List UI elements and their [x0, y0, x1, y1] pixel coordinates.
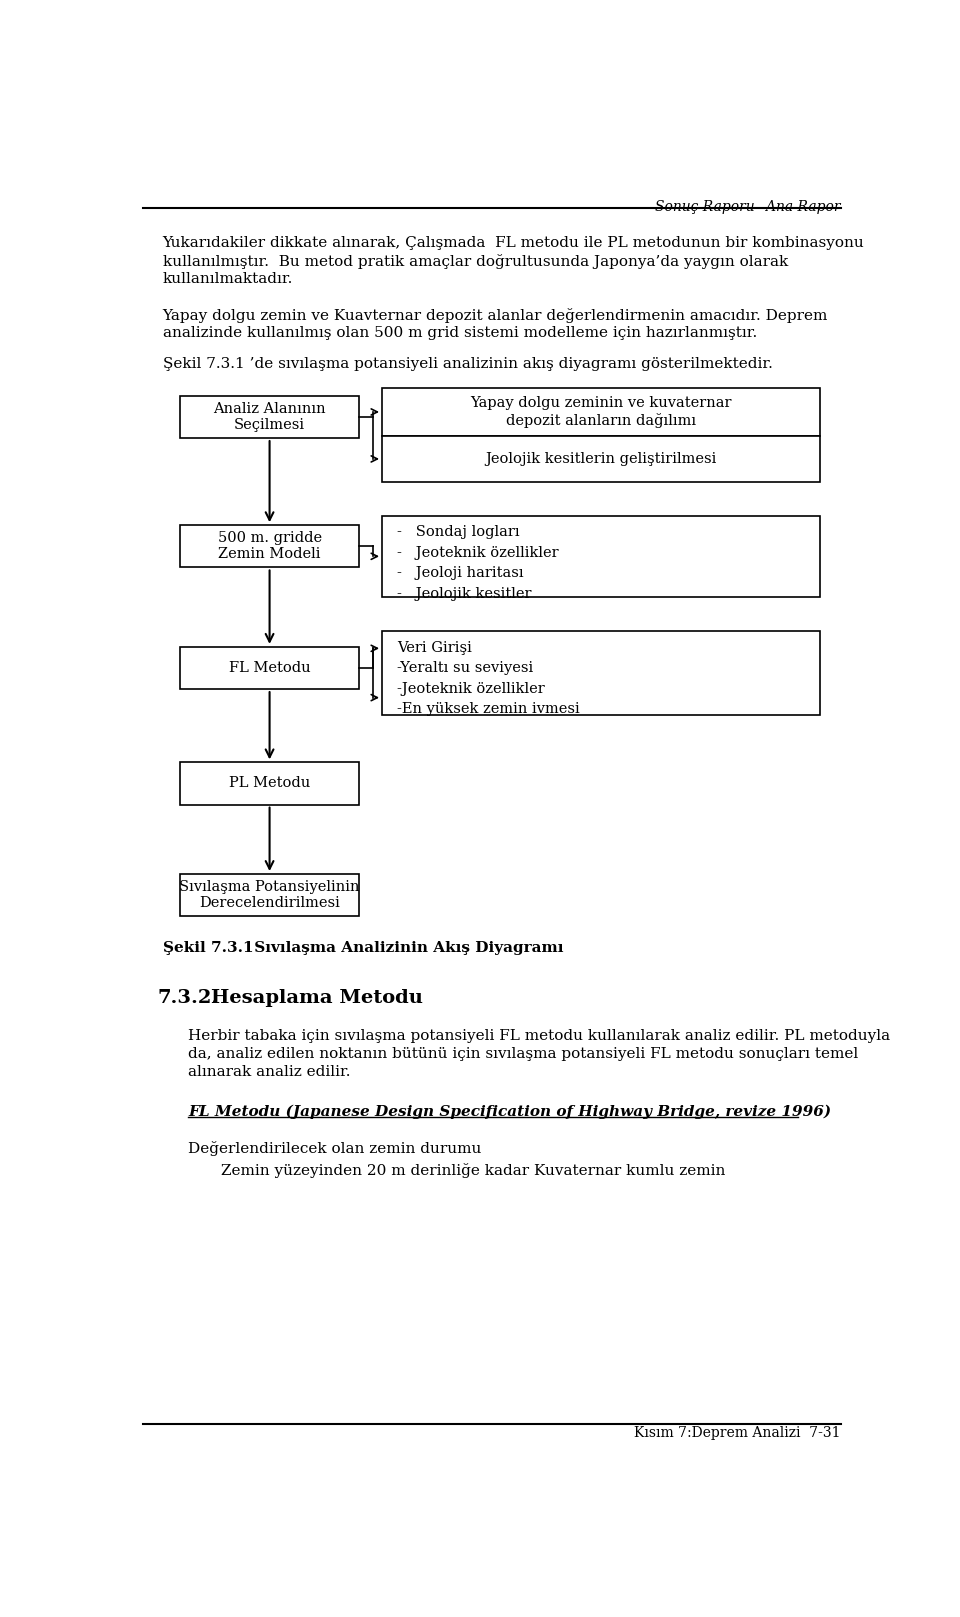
Text: Jeolojik kesitlerin geliştirilmesi: Jeolojik kesitlerin geliştirilmesi: [485, 451, 716, 466]
Bar: [180, 396, 359, 438]
Bar: [180, 647, 359, 689]
Bar: [382, 631, 820, 715]
Text: Şekil 7.3.1: Şekil 7.3.1: [162, 941, 253, 956]
Bar: [382, 516, 820, 597]
Bar: [382, 437, 820, 482]
Text: Sıvılaşma Analizinin Akış Diyagramı: Sıvılaşma Analizinin Akış Diyagramı: [228, 941, 564, 956]
Bar: [180, 873, 359, 917]
Bar: [180, 762, 359, 805]
Text: analizinde kullanılmış olan 500 m grid sistemi modelleme için hazırlanmıştır.: analizinde kullanılmış olan 500 m grid s…: [162, 325, 756, 340]
Text: Analiz Alanının
Seçilmesi: Analiz Alanının Seçilmesi: [213, 403, 325, 432]
Text: PL Metodu: PL Metodu: [228, 776, 310, 791]
Bar: [180, 526, 359, 568]
Text: Şekil 7.3.1 ’de sıvılaşma potansiyeli analizinin akış diyagramı gösterilmektedir: Şekil 7.3.1 ’de sıvılaşma potansiyeli an…: [162, 357, 773, 372]
Text: Değerlendirilecek olan zemin durumu: Değerlendirilecek olan zemin durumu: [188, 1142, 482, 1156]
Text: Herbir tabaka için sıvılaşma potansiyeli FL metodu kullanılarak analiz edilir. P: Herbir tabaka için sıvılaşma potansiyeli…: [188, 1030, 890, 1043]
Text: Sonuç Raporu –Ana Rapor: Sonuç Raporu –Ana Rapor: [656, 201, 841, 213]
Text: FL Metodu (Japanese Design Specification of Highway Bridge, revize 1996): FL Metodu (Japanese Design Specification…: [188, 1104, 831, 1119]
Text: Yukarıdakiler dikkate alınarak, Çalışmada  FL metodu ile PL metodunun bir kombin: Yukarıdakiler dikkate alınarak, Çalışmad…: [162, 236, 864, 251]
Text: 500 m. gridde
Zemin Modeli: 500 m. gridde Zemin Modeli: [218, 532, 322, 561]
Text: kullanılmaktadır.: kullanılmaktadır.: [162, 272, 293, 286]
Text: Sıvılaşma Potansiyelinin
Derecelendirilmesi: Sıvılaşma Potansiyelinin Derecelendirilm…: [180, 880, 360, 910]
Text: Kısım 7:Deprem Analizi  7-31: Kısım 7:Deprem Analizi 7-31: [635, 1426, 841, 1441]
Text: Yapay dolgu zemin ve Kuavternar depozit alanlar değerlendirmenin amacıdır. Depre: Yapay dolgu zemin ve Kuavternar depozit …: [162, 307, 828, 323]
Text: -   Sondaj logları
-   Jeoteknik özellikler
-   Jeoloji haritası
-   Jeolojik ke: - Sondaj logları - Jeoteknik özellikler …: [397, 526, 559, 602]
Text: kullanılmıştır.  Bu metod pratik amaçlar doğrultusunda Japonya’da yaygın olarak: kullanılmıştır. Bu metod pratik amaçlar …: [162, 254, 788, 268]
Text: da, analiz edilen noktanın bütünü için sıvılaşma potansiyeli FL metodu sonuçları: da, analiz edilen noktanın bütünü için s…: [188, 1048, 858, 1061]
Text: 7.3.2.: 7.3.2.: [157, 988, 219, 1007]
Text: Hesaplama Metodu: Hesaplama Metodu: [211, 988, 423, 1007]
Text: FL Metodu: FL Metodu: [228, 661, 310, 674]
Text: Yapay dolgu zeminin ve kuvaternar
depozit alanların dağılımı: Yapay dolgu zeminin ve kuvaternar depozi…: [470, 396, 732, 427]
Text: Zemin yüzeyinden 20 m derinliğe kadar Kuvaternar kumlu zemin: Zemin yüzeyinden 20 m derinliğe kadar Ku…: [221, 1163, 725, 1177]
Bar: [382, 388, 820, 437]
Text: alınarak analiz edilir.: alınarak analiz edilir.: [188, 1066, 350, 1079]
Text: Veri Girişi
-Yeraltı su seviyesi
-Jeoteknik özellikler
-En yüksek zemin ivmesi: Veri Girişi -Yeraltı su seviyesi -Jeotek…: [397, 640, 580, 716]
